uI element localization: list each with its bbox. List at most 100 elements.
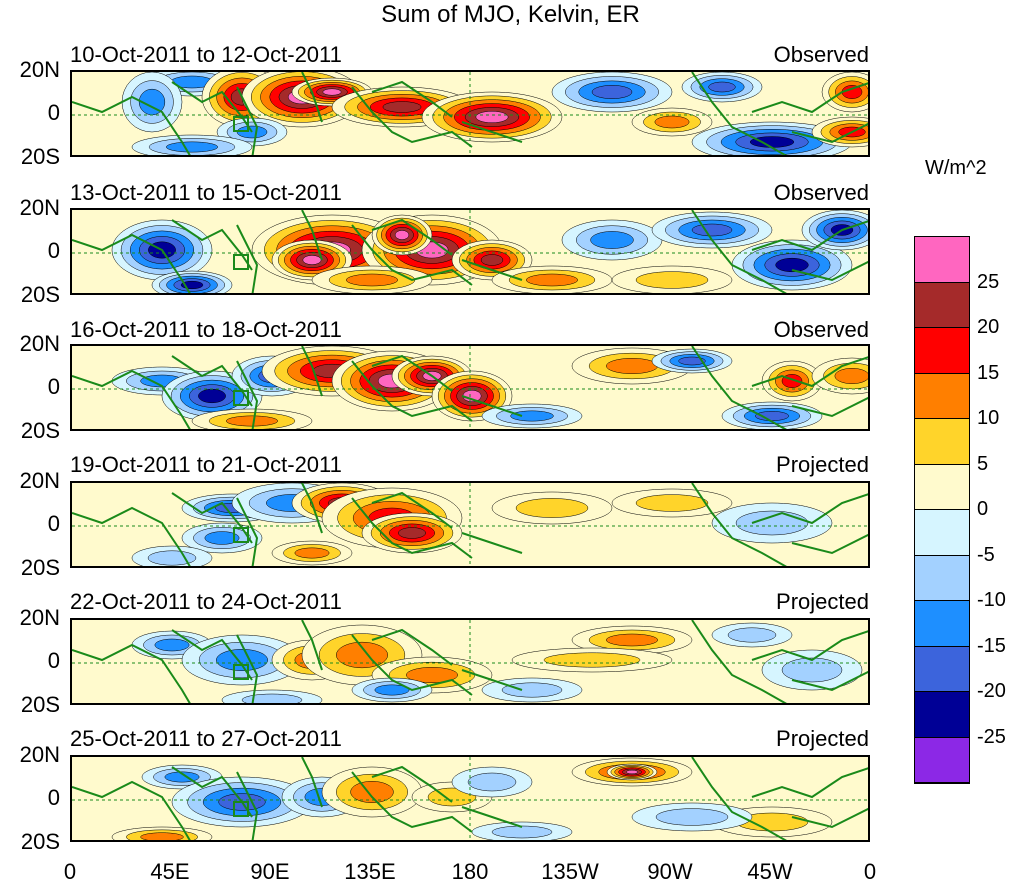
warm-anomaly <box>350 781 394 803</box>
figure-title: Sum of MJO, Kelvin, ER <box>381 1 640 28</box>
warm-anomaly <box>526 273 578 287</box>
coastline <box>72 72 868 155</box>
colorbar-label: 5 <box>977 452 989 475</box>
colorbar-segment <box>915 555 969 601</box>
colorbar-label: 15 <box>977 361 1000 384</box>
cool-anomaly <box>691 223 733 237</box>
colorbar-segment <box>915 419 969 465</box>
warm-anomaly <box>302 255 322 265</box>
cool-anomaly <box>198 388 226 404</box>
region-box <box>233 527 249 543</box>
warm-anomaly <box>475 110 509 124</box>
colorbar-label: -20 <box>977 680 1006 702</box>
x-tick-label: 45W <box>747 859 793 884</box>
colorbar-label: 10 <box>977 407 1000 429</box>
warm-anomaly <box>515 498 589 518</box>
map-panel <box>70 208 870 295</box>
region-box <box>233 254 249 270</box>
x-tick-label: 45E <box>150 859 190 884</box>
x-tick-label: 90W <box>647 859 693 884</box>
colorbar-segment <box>915 510 969 556</box>
warm-anomaly <box>635 271 709 289</box>
region-box <box>233 801 249 817</box>
warm-anomaly <box>140 832 184 840</box>
colorbar-label: 25 <box>977 270 1000 293</box>
anomaly-map <box>72 620 868 703</box>
coastline <box>72 757 868 840</box>
warm-anomaly <box>226 415 278 427</box>
y-tick-label: 20N <box>19 195 60 220</box>
panel-date-range: 10-Oct-2011 to 12-Oct-2011 <box>70 42 342 67</box>
warm-anomaly <box>382 101 422 113</box>
region-box <box>233 116 249 132</box>
cool-anomaly <box>781 657 843 683</box>
cool-anomaly <box>510 410 554 422</box>
x-tick-label: 0 <box>863 859 877 884</box>
anomaly-map <box>72 346 868 429</box>
y-tick-label: 20S <box>20 144 60 169</box>
map-panel <box>70 344 870 431</box>
warm-anomaly <box>543 652 641 668</box>
warm-anomaly <box>346 273 398 287</box>
x-tick-label: 0 <box>63 859 77 884</box>
panel-date-range: 16-Oct-2011 to 18-Oct-2011 <box>70 317 342 342</box>
panel-status: Observed <box>773 180 869 205</box>
panel-date-range: 13-Oct-2011 to 15-Oct-2011 <box>70 180 342 205</box>
coastline <box>72 620 868 703</box>
cool-anomaly <box>590 231 634 249</box>
map-panel <box>70 481 870 568</box>
cool-anomaly <box>147 550 197 566</box>
y-tick-label: 0 <box>47 511 60 536</box>
colorbar <box>914 236 970 784</box>
y-tick-label: 0 <box>47 100 60 125</box>
y-tick-label: 20N <box>19 468 60 493</box>
anomaly-map <box>72 757 868 840</box>
x-tick-label: 135E <box>344 859 396 884</box>
cool-anomaly <box>204 531 240 545</box>
cool-anomaly <box>727 627 777 643</box>
cool-anomaly <box>678 356 706 366</box>
region-box <box>233 390 249 406</box>
cool-anomaly <box>491 825 553 839</box>
y-tick-label: 20S <box>20 555 60 580</box>
colorbar-label: 0 <box>977 498 989 520</box>
warm-anomaly <box>625 769 639 775</box>
warm-anomaly <box>294 547 330 559</box>
cool-anomaly <box>166 141 218 153</box>
anomaly-map <box>72 210 868 293</box>
cool-anomaly <box>749 136 795 148</box>
y-tick-label: 20N <box>19 605 60 630</box>
region-box <box>233 664 249 680</box>
y-tick-label: 0 <box>47 374 60 399</box>
cool-anomaly <box>374 684 410 696</box>
y-tick-label: 20N <box>19 742 60 767</box>
colorbar-label: -15 <box>977 634 1006 657</box>
warm-anomaly <box>480 254 504 266</box>
panel-status: Projected <box>776 726 869 751</box>
warm-anomaly <box>394 230 410 240</box>
coastline <box>72 346 868 429</box>
y-tick-label: 20S <box>20 692 60 717</box>
panel-status: Observed <box>773 317 869 342</box>
warm-anomaly <box>834 368 868 384</box>
x-tick-label: 135W <box>541 859 599 884</box>
colorbar-segment <box>915 464 969 510</box>
map-panel <box>70 70 870 157</box>
warm-anomaly <box>635 494 709 512</box>
x-tick-label: 90E <box>250 859 290 884</box>
colorbar-segment <box>915 737 969 783</box>
panel-status: Observed <box>773 42 869 67</box>
colorbar-label: -25 <box>977 725 1006 748</box>
panel-date-range: 22-Oct-2011 to 24-Oct-2011 <box>70 589 342 614</box>
y-tick-label: 20N <box>19 57 60 82</box>
anomaly-map <box>72 483 868 566</box>
y-tick-label: 20S <box>20 282 60 307</box>
cool-anomaly <box>735 510 809 536</box>
panel-status: Projected <box>776 589 869 614</box>
warm-anomaly <box>606 358 658 374</box>
panel-status: Projected <box>776 452 869 477</box>
colorbar-label: -5 <box>977 543 995 566</box>
coastline <box>72 210 868 293</box>
warm-anomaly <box>336 641 388 669</box>
warm-anomaly <box>398 527 426 539</box>
